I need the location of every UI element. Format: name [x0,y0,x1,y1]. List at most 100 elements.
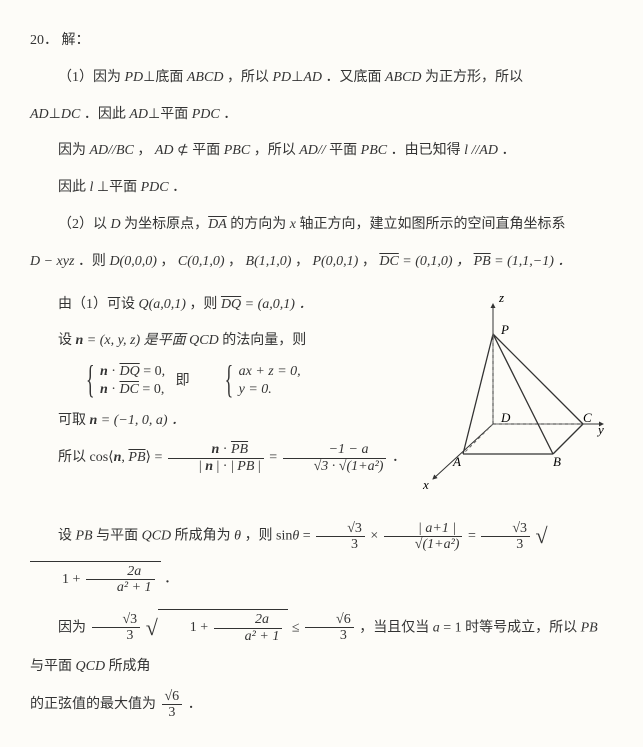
t: AD//BC [90,143,134,158]
para-14: 的正弦值的最大值为 √63 ． [30,689,613,721]
t: 因为 [58,143,90,158]
t: −1 − a [283,442,387,458]
pt-P: P [500,322,509,337]
t: 2a [86,564,155,580]
t: 与平面 [30,659,76,674]
t: PB [128,450,145,465]
vec-DA: DA [208,217,227,232]
t: n [100,382,108,397]
t: ABCD [385,70,422,85]
t: DC [119,382,138,397]
t: ⊥平面 [93,180,140,195]
frac-7: √63 [305,612,354,644]
para-11: 所以 cos⟨n, PB⟩ = n · PB | n | · | PB | = … [30,442,413,474]
t: （2）以 [58,217,111,232]
t: | · | [213,459,237,474]
t: AD [30,107,49,122]
t: a [433,620,440,635]
t: QCD [76,659,106,674]
t: QCD [189,333,219,348]
t: 即 [176,374,190,389]
t: PB [231,442,248,457]
sqrt-body-2: 1 + 2aa² + 1 [158,609,289,646]
para-10: 可取 n = (−1, 0, a) ． [30,406,413,437]
t: 可取 [58,413,90,428]
t: PBC [361,143,387,158]
frac-inner: 2aa² + 1 [86,564,155,596]
t: a² + 1 [214,629,283,644]
frac-inner-2: 2aa² + 1 [214,612,283,644]
t: 3 [305,628,354,643]
sqrt-sign-2: √ [146,615,158,640]
t: AD [303,70,322,85]
t: ， [358,254,379,269]
para-3: 因为 AD//BC ， AD ⊄ 平面 PBC ，所以 AD// 平面 PBC … [30,136,613,167]
pt-B: B [553,454,561,469]
t: 3 [481,537,530,552]
t: C(0,1,0) [178,254,225,269]
t: = (a,0,1) ． [241,297,312,312]
para-8: 设 n = (x, y, z) 是平面 QCD 的法向量，则 [30,326,413,357]
sqrt-body: 1 + 2aa² + 1 [30,561,161,598]
t: × [370,529,381,544]
frac-8: √63 [162,689,183,721]
t: ≤ [292,620,303,635]
t: 与平面 [93,529,142,544]
t: = (0,1,0) ， [399,254,474,269]
t: 因为 [58,620,90,635]
t: 由（1）可设 [58,297,139,312]
t: ．则 [74,254,109,269]
t: ⟩ = [146,450,166,465]
t: √3 · √(1+a²) [283,459,387,474]
t: ．又底面 [322,70,385,85]
t: = [269,450,280,465]
t: √3 [316,521,365,537]
sqrt-sign: √ [536,523,548,548]
t: √6 [305,612,354,628]
vec-DC: DC [379,254,398,269]
axis-x-label: x [422,477,429,492]
t: 所以 cos⟨ [58,450,114,465]
t: n [205,459,213,474]
solution-label: 解： [62,33,90,48]
para-1: （1）因为 PD⊥底面 ABCD ，所以 PD⊥AD ．又底面 ABCD 为正方… [30,63,613,94]
t: P(0,0,1) [312,254,358,269]
t: 的法向量，则 [219,333,307,348]
frac-3: √33 [316,521,365,553]
t: PB [237,459,254,474]
t: = [468,529,479,544]
t: = (1,1,−1) ． [491,254,572,269]
t: ⊥底面 [143,70,187,85]
para-2: AD⊥DC ．因此 AD⊥平面 PDC ． [30,100,613,131]
t: QCD [142,529,172,544]
problem-number: 20． [30,33,58,48]
t: 的方向为 [227,217,290,232]
t: ⊥平面 [148,107,192,122]
t: AD// [299,143,325,158]
t: = 0, [139,382,164,397]
t: 因此 [58,180,90,195]
t: ， [157,254,178,269]
t: = 0, [140,364,165,379]
t: ， [291,254,312,269]
frac-1: n · PB | n | · | PB | [168,442,264,474]
t: a² + 1 [86,580,155,595]
t: 3 [316,537,365,552]
brace-right: ax + z = 0, y = 0. [197,363,301,399]
t: √3 [92,612,141,628]
para-4: 因此 l ⊥平面 PDC ． [30,173,613,204]
t: 3 [92,628,141,643]
t: n [100,364,108,379]
t: 为正方形，所以 [422,70,524,85]
t: ，则 [186,297,221,312]
t: y = 0. [211,381,301,399]
t: | a+1 | [384,521,463,537]
pt-A: A [452,454,461,469]
t: 轴正方向，建立如图所示的空间直角坐标系 [296,217,566,232]
t: · [219,442,231,457]
equation-system: n · DQ = 0, n · DC = 0, 即 ax + z = 0, y … [30,363,413,399]
t: l //AD [464,143,498,158]
t: 1 + [190,621,212,636]
t: Q(a,0,1) [139,297,186,312]
t: ． [169,180,187,195]
